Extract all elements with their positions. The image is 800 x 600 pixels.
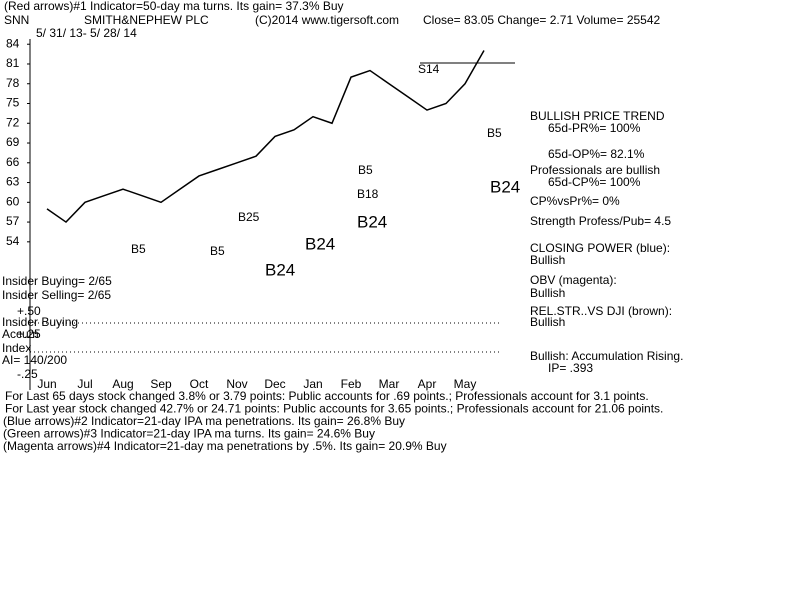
side-text: 65d-OP%= 82.1% (548, 147, 645, 161)
side-text: CP%vsPr%= 0% (530, 194, 620, 208)
footer-text: (Magenta arrows)#4 Indicator=21-day ma p… (3, 439, 447, 453)
annotation: B24 (305, 234, 335, 253)
y-tick-label: 63 (6, 175, 20, 189)
symbol: SNN (4, 13, 29, 27)
x-tick-label: Oct (190, 377, 209, 391)
x-tick-label: Aug (112, 377, 133, 391)
annotation: B24 (357, 212, 387, 231)
x-tick-label: Mar (379, 377, 400, 391)
copyright: (C)2014 www.tigersoft.com (255, 13, 399, 27)
annotation: B24 (265, 260, 295, 279)
quote: Close= 83.05 Change= 2.71 Volume= 25542 (423, 13, 661, 27)
label: +.25 (17, 327, 41, 341)
x-tick-label: Jul (77, 377, 92, 391)
label: Index (2, 341, 31, 355)
x-tick-label: Jan (303, 377, 322, 391)
x-tick-label: Apr (418, 377, 437, 391)
y-tick-label: 72 (6, 115, 20, 129)
side-text: 65d-CP%= 100% (548, 175, 641, 189)
annotation: B18 (357, 187, 379, 201)
annotation: B5 (358, 163, 373, 177)
side-text: IP= .393 (548, 361, 593, 375)
side-text: 65d-PR%= 100% (548, 121, 641, 135)
side-text: OBV (magenta): (530, 273, 617, 287)
side-text: Strength Profess/Pub= 4.5 (530, 214, 671, 228)
indicator: (Red arrows)#1 Indicator=50-day ma turns… (4, 0, 344, 13)
side-text: Bullish (530, 286, 565, 300)
y-tick-label: 66 (6, 155, 20, 169)
footer-text: For Last year stock changed 42.7% or 24.… (5, 402, 663, 416)
side-text: BULLISH PRICE TREND (530, 109, 665, 123)
date-range: 5/ 31/ 13- 5/ 28/ 14 (36, 26, 137, 40)
annotation: B25 (238, 210, 260, 224)
y-tick-label: 69 (6, 135, 20, 149)
footer-text: (Blue arrows)#2 Indicator=21-day IPA ma … (3, 414, 405, 428)
label: Insider Buying (2, 315, 78, 329)
side-text: Professionals are bullish (530, 163, 660, 177)
x-tick-label: May (454, 377, 477, 391)
company: SMITH&NEPHEW PLC (84, 13, 209, 27)
annotation: S14 (418, 62, 440, 76)
side-text: Bullish (530, 253, 565, 267)
x-tick-label: Dec (264, 377, 285, 391)
y-tick-label: 60 (6, 194, 20, 208)
y-tick-label: 84 (6, 36, 20, 50)
x-tick-label: Jun (37, 377, 56, 391)
label: -.25 (17, 367, 38, 381)
annotation: B24 (490, 177, 520, 196)
label: Insider Selling= 2/65 (2, 288, 111, 302)
x-tick-label: Feb (341, 377, 362, 391)
annotation: B5 (487, 126, 502, 140)
y-tick-label: 78 (6, 76, 20, 90)
label: AI= 140/200 (2, 353, 67, 367)
side-text: CLOSING POWER (blue): (530, 241, 670, 255)
footer-text: For Last 65 days stock changed 3.8% or 3… (5, 389, 649, 403)
y-tick-label: 81 (6, 56, 20, 70)
annotation: B5 (131, 242, 146, 256)
side-text: Bullish (530, 315, 565, 329)
label: Accum (2, 327, 39, 341)
x-tick-label: Nov (226, 377, 247, 391)
y-tick-label: 57 (6, 214, 20, 228)
price-line (46, 50, 485, 224)
y-tick-label: 54 (6, 234, 20, 248)
side-text: REL.STR..VS DJI (brown): (530, 304, 672, 318)
label: +.50 (17, 304, 41, 318)
y-tick-label: 75 (6, 96, 20, 110)
side-text: Bullish: Accumulation Rising. (530, 349, 683, 363)
footer-text: (Green arrows)#3 Indicator=21-day IPA ma… (3, 427, 375, 441)
x-tick-label: Sep (150, 377, 172, 391)
label: Insider Buying= 2/65 (2, 274, 112, 288)
annotation: B5 (210, 244, 225, 258)
